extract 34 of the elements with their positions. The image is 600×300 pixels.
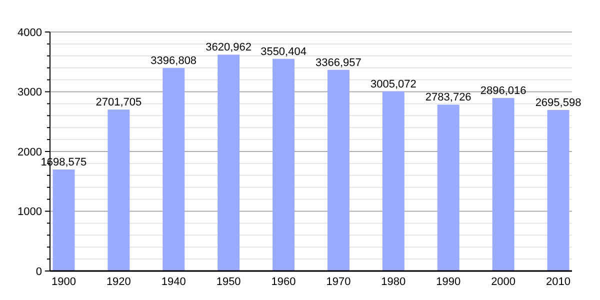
bar xyxy=(52,170,75,271)
y-tick-label: 4000 xyxy=(18,26,42,39)
y-tick-label: 3000 xyxy=(18,86,42,99)
bar xyxy=(382,91,404,271)
x-tick-label: 1990 xyxy=(436,276,461,288)
y-tick-label: 2000 xyxy=(18,146,42,158)
bar xyxy=(108,110,130,271)
bar xyxy=(218,54,240,271)
x-tick-label: 1900 xyxy=(51,276,76,288)
x-tick-label: 2010 xyxy=(546,276,571,288)
x-tick-label: 1970 xyxy=(326,276,351,288)
data-label: 3366,957 xyxy=(316,56,362,69)
data-label: 3005,072 xyxy=(370,78,416,90)
bar xyxy=(492,98,514,271)
bar xyxy=(162,68,185,271)
x-tick-label: 1960 xyxy=(271,276,296,288)
bar xyxy=(327,70,350,271)
x-tick-label: 1940 xyxy=(161,276,186,288)
bar xyxy=(437,104,460,271)
data-label: 2896,016 xyxy=(480,84,526,97)
data-label: 2783,726 xyxy=(425,92,472,104)
y-tick-label: 0 xyxy=(36,266,42,278)
data-label: 2695,598 xyxy=(535,96,582,109)
x-tick-label: 1920 xyxy=(106,276,131,288)
bar xyxy=(547,110,570,271)
data-label: 3550,404 xyxy=(260,46,306,58)
data-label: 3620,962 xyxy=(206,42,252,54)
data-label: 2701,705 xyxy=(96,96,142,109)
y-tick-label: 1000 xyxy=(18,206,42,218)
bar xyxy=(272,58,295,271)
data-label: 3396,808 xyxy=(150,55,197,68)
x-tick-label: 1980 xyxy=(381,276,406,288)
x-tick-label: 1950 xyxy=(216,276,241,288)
x-tick-label: 2000 xyxy=(491,276,516,288)
